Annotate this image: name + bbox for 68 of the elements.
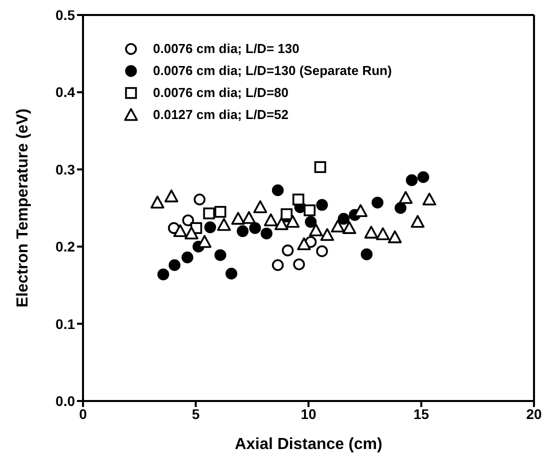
- point: [260, 228, 272, 240]
- point: [214, 206, 226, 218]
- point: [320, 228, 334, 241]
- y-tick-label: 0.5: [56, 6, 76, 23]
- point: [304, 216, 317, 228]
- point: [150, 196, 164, 208]
- point: [293, 258, 305, 270]
- point: [157, 268, 170, 280]
- y-tick-label: 0.0: [56, 392, 76, 409]
- point: [417, 171, 430, 184]
- point: [272, 259, 284, 272]
- point: [168, 259, 180, 272]
- y-tick-label: 0.2: [56, 238, 76, 255]
- point: [398, 191, 413, 204]
- legend-label: 0.0076 cm dia; L/D= 130: [153, 40, 300, 58]
- legend-label: 0.0127 cm dia; L/D=52: [153, 106, 288, 124]
- point: [316, 245, 328, 258]
- point: [253, 200, 268, 214]
- point: [272, 184, 284, 196]
- point: [282, 244, 294, 256]
- point: [330, 220, 345, 232]
- point: [242, 211, 256, 224]
- point: [225, 268, 238, 280]
- legend-label: 0.0076 cm dia; L/D=80: [153, 84, 288, 102]
- point: [316, 199, 328, 211]
- point: [214, 249, 226, 261]
- point: [364, 226, 378, 239]
- point: [422, 192, 436, 206]
- point: [194, 194, 206, 206]
- x-tick-label: 15: [413, 406, 430, 422]
- point: [292, 194, 304, 206]
- point: [410, 214, 425, 228]
- point: [274, 217, 288, 230]
- y-axis-title: Electron Temperature (eV): [14, 108, 32, 308]
- point: [182, 252, 194, 264]
- point: [314, 161, 326, 173]
- legend-label: 0.0076 cm dia; L/D=130 (Separate Run): [153, 62, 392, 80]
- x-axis-title: Axial Distance (cm): [234, 436, 382, 453]
- point: [184, 226, 198, 240]
- y-tick-label: 0.4: [56, 84, 76, 100]
- point: [406, 174, 418, 186]
- point: [164, 190, 178, 202]
- point: [297, 237, 311, 250]
- point: [231, 212, 246, 225]
- point: [376, 227, 390, 240]
- point: [236, 225, 249, 238]
- point: [286, 214, 300, 228]
- x-tick-label: 5: [192, 406, 200, 422]
- point: [217, 218, 231, 231]
- point: [338, 212, 350, 225]
- y-tick-label: 0.1: [56, 316, 76, 332]
- point: [360, 248, 373, 260]
- point: [173, 224, 188, 238]
- x-tick-label: 10: [300, 406, 316, 422]
- point: [204, 221, 216, 234]
- point: [372, 196, 384, 208]
- point: [388, 230, 402, 244]
- point: [342, 221, 356, 234]
- x-tick-label: 0: [79, 406, 88, 422]
- y-tick-label: 0.3: [56, 161, 76, 178]
- point: [304, 204, 316, 216]
- point: [249, 222, 261, 234]
- point: [394, 202, 406, 214]
- x-tick-label: 20: [526, 406, 542, 422]
- point: [182, 214, 194, 226]
- point: [309, 223, 323, 236]
- point: [203, 208, 215, 220]
- point: [264, 213, 278, 226]
